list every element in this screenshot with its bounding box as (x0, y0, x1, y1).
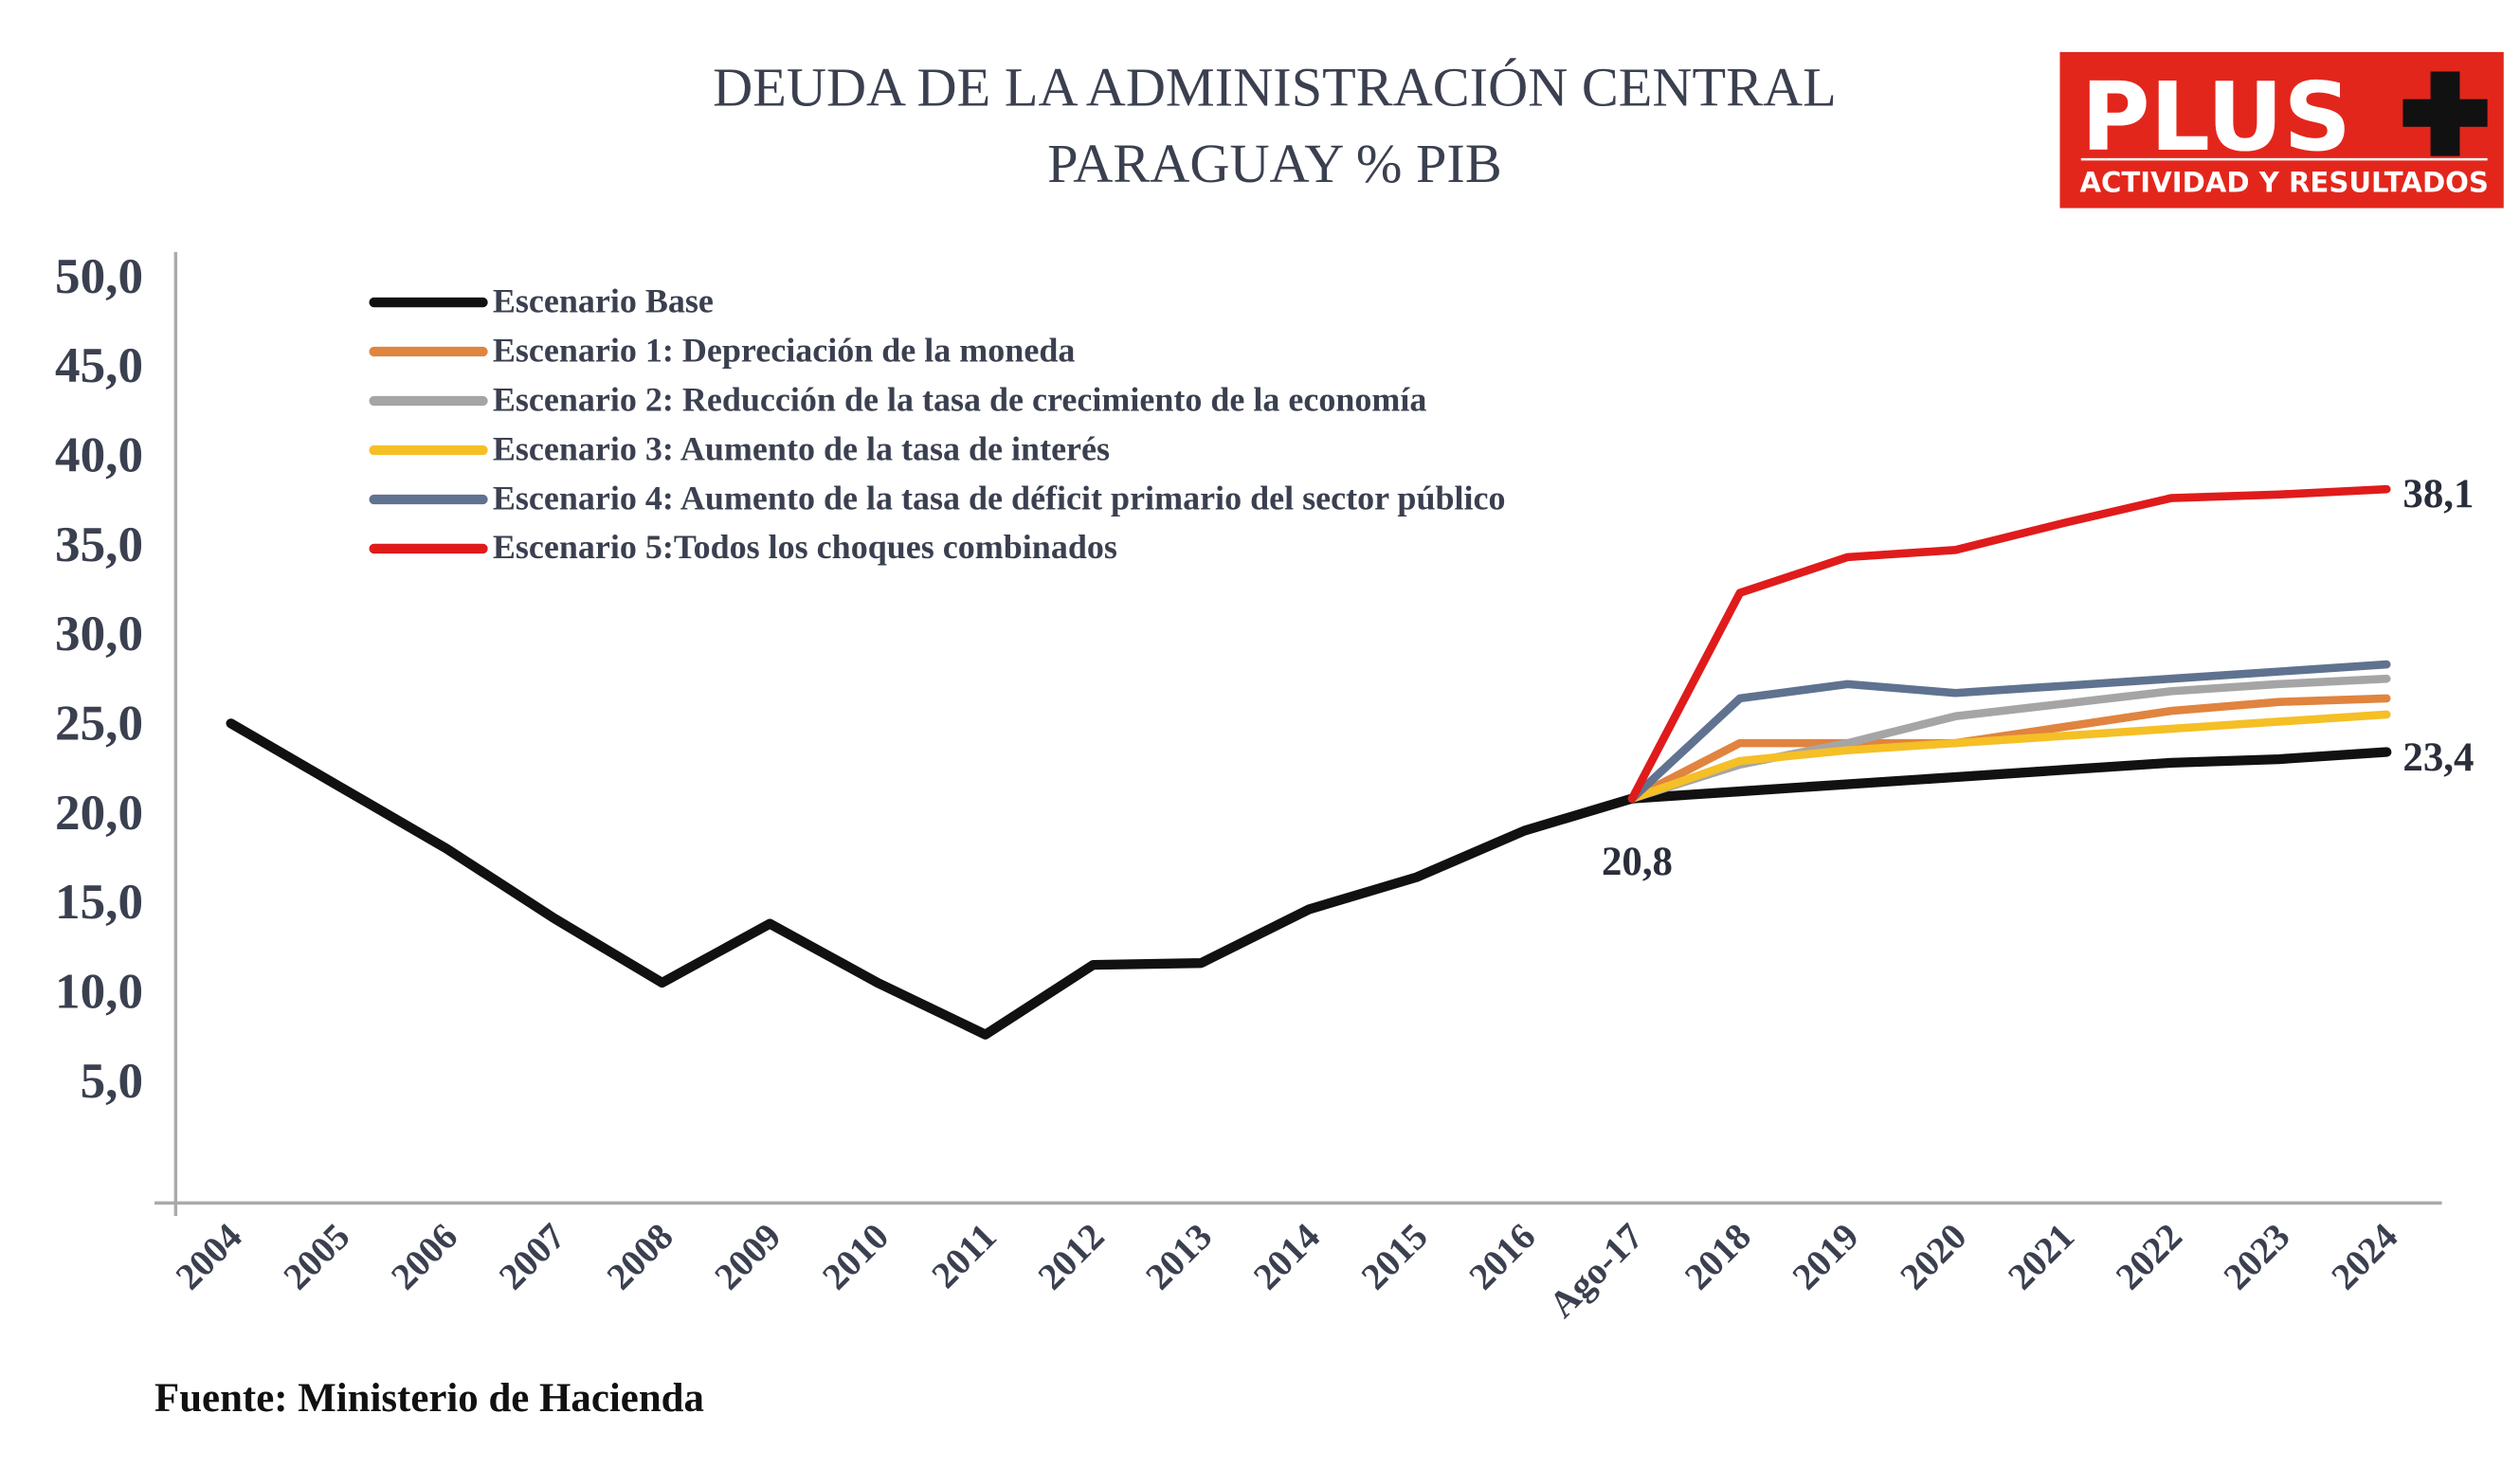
legend-label: Escenario 1: Depreciación de la moneda (493, 331, 1076, 369)
x-tick-label: 2012 (1030, 1215, 1113, 1297)
x-tick-label: 2008 (599, 1215, 681, 1297)
y-tick-label: 30,0 (55, 606, 143, 662)
x-tick-label: Ago-17 (1541, 1215, 1651, 1325)
y-tick-label: 35,0 (55, 517, 143, 572)
y-tick-label: 15,0 (55, 874, 143, 930)
x-tick-label: 2005 (276, 1215, 358, 1297)
x-tick-label: 2024 (2323, 1215, 2405, 1297)
y-tick-label: 20,0 (55, 785, 143, 841)
x-tick-label: 2021 (2000, 1215, 2082, 1297)
x-tick-label: 2023 (2216, 1215, 2298, 1297)
series-line-5 (1627, 484, 2391, 803)
y-tick-label: 40,0 (55, 426, 143, 482)
x-tick-label: 2011 (924, 1215, 1005, 1296)
source-note: Fuente: Ministerio de Hacienda (154, 1376, 704, 1421)
x-tick-label: 2016 (1461, 1215, 1544, 1297)
logo: PLUS ACTIVIDAD Y RESULTADOS (2059, 51, 2504, 208)
logo-background (2059, 51, 2504, 208)
x-tick-label: 2006 (383, 1215, 465, 1297)
plus-icon-v (2430, 71, 2460, 156)
x-tick-label: 2010 (814, 1215, 897, 1297)
legend-label: Escenario 5:Todos los choques combinados (493, 528, 1117, 566)
x-tick-label: 2018 (1677, 1215, 1759, 1297)
y-tick-label: 50,0 (55, 248, 143, 304)
series-line-0 (226, 718, 2392, 1040)
x-tick-label: 2014 (1245, 1215, 1328, 1297)
chart-title: DEUDA DE LA ADMINISTRACIÓN CENTRAL (713, 57, 1837, 118)
x-tick-label: 2019 (1785, 1215, 1867, 1297)
series-line-3 (1627, 710, 2391, 803)
x-tick-label: 2007 (491, 1215, 573, 1297)
y-tick-label: 10,0 (55, 964, 143, 1020)
y-tick-label: 25,0 (55, 696, 143, 752)
chart-subtitle: PARAGUAY % PIB (1047, 133, 1502, 194)
series-line-1 (1627, 694, 2391, 803)
legend-label: Escenario 3: Aumento de la tasa de inter… (493, 429, 1110, 467)
annotation-scenario5-2024: 38,1 (2402, 472, 2474, 517)
x-tick-label: 2020 (1893, 1215, 1975, 1297)
series-line-4 (1627, 660, 2391, 803)
legend-label: Escenario 4: Aumento de la tasa de défic… (493, 479, 1506, 517)
x-tick-label: 2004 (168, 1215, 250, 1297)
x-tick-label: 2015 (1353, 1215, 1436, 1297)
x-tick-label: 2013 (1137, 1215, 1220, 1297)
x-tick-label: 2022 (2108, 1215, 2190, 1297)
logo-tagline: ACTIVIDAD Y RESULTADOS (2079, 166, 2488, 198)
legend-label: Escenario 2: Reducción de la tasa de cre… (493, 380, 1427, 418)
annotation-ago17: 20,8 (1602, 840, 1673, 884)
legend-label: Escenario Base (493, 281, 714, 319)
y-tick-label: 5,0 (81, 1053, 143, 1109)
x-tick-label: 2009 (707, 1215, 789, 1297)
logo-text: PLUS (2081, 63, 2351, 172)
y-tick-label: 45,0 (55, 337, 143, 393)
annotation-base-2024: 23,4 (2402, 735, 2474, 780)
